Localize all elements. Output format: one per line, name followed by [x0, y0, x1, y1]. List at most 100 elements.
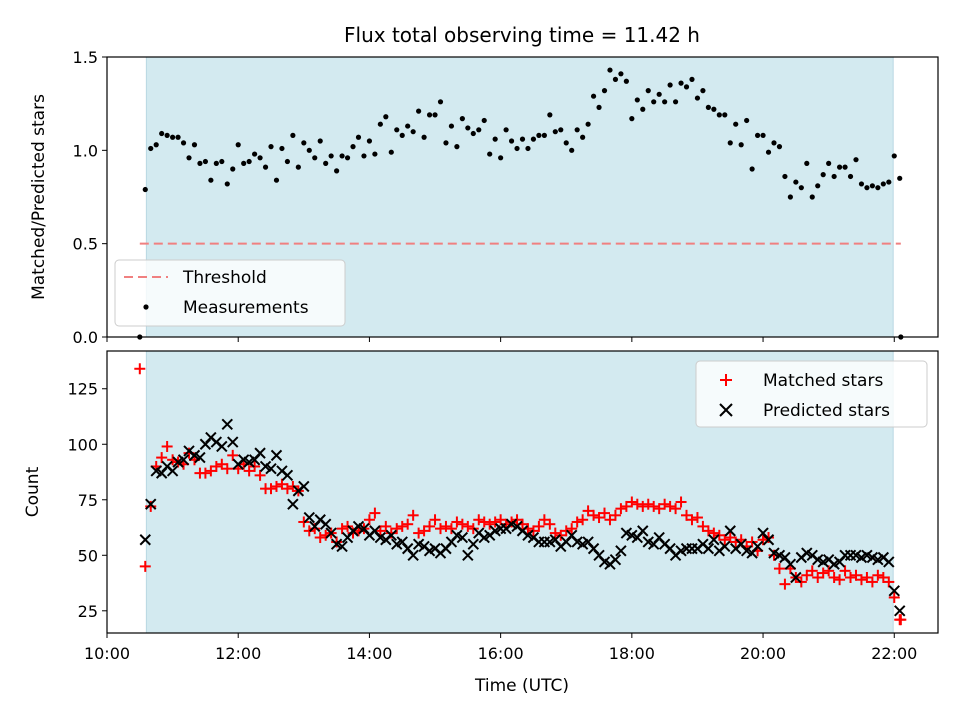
matched-star-point: [588, 509, 600, 521]
measurement-point: [257, 155, 263, 161]
measurement-point: [651, 99, 657, 105]
predicted-star-point: [303, 511, 315, 524]
predicted-star-point: [609, 554, 622, 566]
measurement-point: [782, 173, 788, 180]
measurement-point: [235, 142, 241, 148]
measurement-point: [372, 151, 378, 157]
measurement-point: [754, 132, 761, 138]
measurement-point: [541, 132, 547, 138]
matched-star-point: [866, 576, 878, 588]
legend-predicted-label: Predicted stars: [763, 401, 890, 421]
matched-star-point: [254, 469, 266, 481]
bottom-legend-box: [695, 360, 928, 428]
predicted-star-point: [270, 449, 283, 462]
matched-star-point: [139, 560, 151, 572]
measurement-point: [454, 144, 460, 150]
legend-matched-swatch: [720, 374, 732, 386]
matched-star-point: [478, 516, 490, 528]
measurement-point: [727, 140, 733, 146]
measurement-point: [891, 153, 897, 159]
measurement-point: [886, 179, 892, 185]
matched-star-point: [626, 496, 638, 508]
predicted-star-point: [177, 454, 190, 466]
matched-star-point: [631, 498, 643, 510]
predicted-star-point: [227, 436, 239, 448]
measurement-point: [405, 123, 411, 129]
matched-star-point: [407, 509, 419, 521]
measurement-point: [569, 147, 575, 153]
predicted-star-point: [751, 540, 764, 553]
measurement-point: [328, 153, 334, 159]
measurement-point: [547, 112, 553, 118]
measurement-point: [246, 158, 252, 165]
measurement-point: [191, 142, 198, 148]
predicted-star-point: [336, 540, 348, 553]
measurement-point: [476, 127, 482, 133]
matched-star-point: [648, 500, 660, 512]
measurement-point: [290, 132, 296, 138]
measurement-point: [536, 132, 542, 138]
measurement-point: [344, 155, 351, 161]
predicted-star-point: [221, 418, 233, 430]
measurement-point: [530, 136, 537, 142]
measurement-point: [224, 181, 230, 187]
measurement-point: [388, 149, 394, 155]
measurement-point: [558, 127, 564, 133]
measurement-point: [716, 112, 722, 118]
matched-star-point: [675, 496, 687, 508]
measurement-point: [323, 160, 329, 166]
measurement-point: [667, 82, 673, 88]
matched-star-point: [708, 527, 720, 539]
measurement-point: [241, 160, 247, 166]
measurement-point: [842, 164, 848, 170]
predicted-star-point: [139, 534, 151, 546]
top-y-axis-label: Matched/Predicted stars: [29, 94, 49, 300]
measurement-point: [481, 117, 487, 124]
top-panel: 0.0 0.5 1.0 1.5 Matched/Predicted stars Thr…: [29, 48, 939, 347]
matched-star-point: [363, 514, 375, 526]
measurement-point: [809, 194, 815, 200]
bottom-y-axis-label: Count: [23, 466, 43, 517]
measurement-point: [279, 145, 285, 152]
measurement-point: [355, 134, 362, 140]
measurement-point: [498, 155, 504, 161]
predicted-star-point: [615, 545, 627, 557]
measurement-point: [443, 140, 449, 146]
bottom-y-tick-label: 50: [78, 546, 98, 565]
matched-star-point: [659, 498, 671, 510]
measurement-point: [492, 136, 498, 142]
measurement-point: [705, 104, 711, 110]
matched-star-point: [806, 565, 818, 577]
matched-star-point: [872, 569, 884, 581]
measurement-point: [585, 121, 591, 127]
measurement-point: [853, 157, 859, 163]
measurement-point: [776, 144, 783, 150]
matched-star-point: [768, 549, 780, 561]
matched-star-point: [380, 520, 392, 532]
measurement-point: [153, 142, 159, 148]
measurement-point: [284, 158, 291, 165]
predicted-star-point: [719, 540, 731, 553]
measurement-point: [377, 121, 383, 127]
measurement-point: [470, 130, 476, 137]
measurement-point: [744, 117, 750, 124]
matched-star-point: [156, 452, 168, 464]
measurement-point: [645, 88, 651, 94]
measurement-point: [787, 194, 793, 200]
predicted-star-point: [407, 549, 419, 561]
predicted-star-point: [637, 525, 649, 537]
top-x-ticks: [106, 337, 895, 342]
measurement-point: [858, 181, 865, 187]
predicted-star-point: [298, 480, 310, 493]
measurement-point: [508, 138, 515, 144]
measurement-point: [230, 166, 236, 172]
predicted-star-point: [287, 498, 299, 510]
predicted-star-point: [883, 556, 895, 568]
predicted-star-point: [254, 447, 266, 459]
matched-star-point: [599, 507, 611, 519]
measurement-point: [580, 134, 586, 140]
measurement-point: [733, 121, 739, 127]
matched-star-point: [391, 523, 403, 535]
measurement-point: [295, 164, 301, 170]
measurement-point: [749, 166, 755, 172]
